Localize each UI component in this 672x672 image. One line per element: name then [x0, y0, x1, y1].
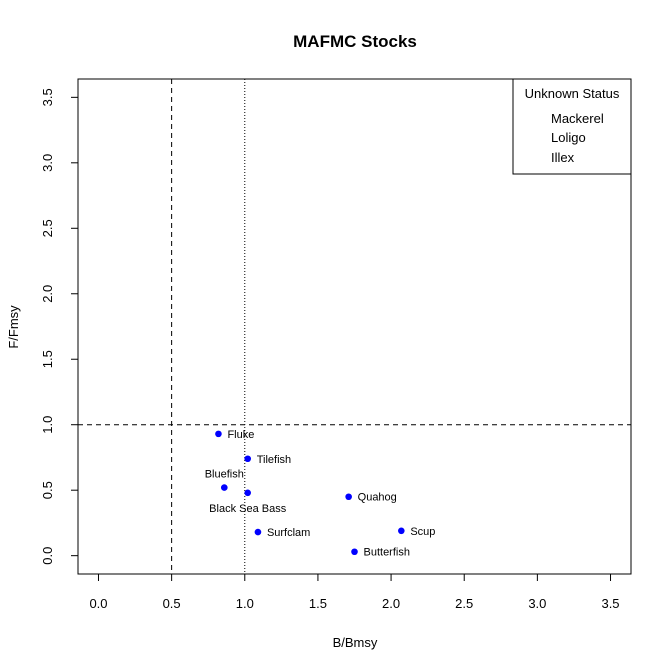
x-tick-label: 3.0	[528, 596, 546, 611]
x-tick-label: 2.0	[382, 596, 400, 611]
legend-entry-loligo: Loligo	[551, 130, 586, 145]
y-tick-label: 0.5	[40, 481, 55, 499]
point-label: Fluke	[227, 429, 254, 441]
data-point	[398, 527, 405, 535]
data-point	[220, 484, 228, 491]
x-tick-label: 0.5	[163, 596, 181, 611]
point-label: Bluefish	[205, 469, 244, 481]
x-tick-label: 1.0	[236, 596, 254, 611]
y-axis: 0.0 0.5 1.0 1.5 2.0 2.5 3.0 3.5	[40, 88, 79, 565]
point-label: Surfclam	[267, 527, 310, 539]
chart-title: MAFMC Stocks	[293, 32, 417, 51]
y-tick-label: 2.5	[40, 219, 55, 237]
data-point	[244, 489, 252, 497]
point-label: Quahog	[358, 492, 397, 504]
y-tick-label: 0.0	[40, 547, 55, 565]
data-point	[244, 455, 252, 463]
y-tick-label: 1.5	[40, 350, 55, 368]
legend-title: Unknown Status	[525, 86, 620, 101]
x-tick-label: 0.0	[89, 596, 107, 611]
y-tick-label: 1.0	[40, 416, 55, 434]
data-point	[215, 430, 222, 438]
legend-box	[512, 78, 632, 175]
data-point	[345, 493, 352, 501]
point-label: Scup	[410, 526, 435, 538]
x-tick-label: 3.5	[601, 596, 619, 611]
x-axis-label: B/Bmsy	[333, 635, 378, 650]
legend: Unknown Status Mackerel Loligo Illex	[512, 78, 632, 175]
y-tick-label: 3.5	[40, 88, 55, 106]
x-tick-label: 1.5	[309, 596, 327, 611]
data-point	[254, 528, 262, 536]
y-tick-label: 3.0	[40, 154, 55, 172]
legend-entry-mackerel: Mackerel	[551, 111, 604, 126]
data-points: Fluke Tilefish Bluefish Black Sea Bass Quaho…	[205, 429, 436, 559]
x-axis: 0.0 0.5 1.0 1.5 2.0 2.5 3.0 3.5	[89, 573, 620, 611]
legend-entry-illex: Illex	[551, 150, 575, 165]
x-tick-label: 2.5	[455, 596, 473, 611]
y-axis-label: F/Fmsy	[6, 305, 21, 349]
data-point	[351, 548, 358, 556]
y-tick-label: 2.0	[40, 285, 55, 303]
reference-lines	[78, 79, 631, 574]
point-label: Black Sea Bass	[209, 503, 287, 515]
point-label: Tilefish	[257, 454, 291, 466]
point-label: Butterfish	[364, 547, 410, 559]
